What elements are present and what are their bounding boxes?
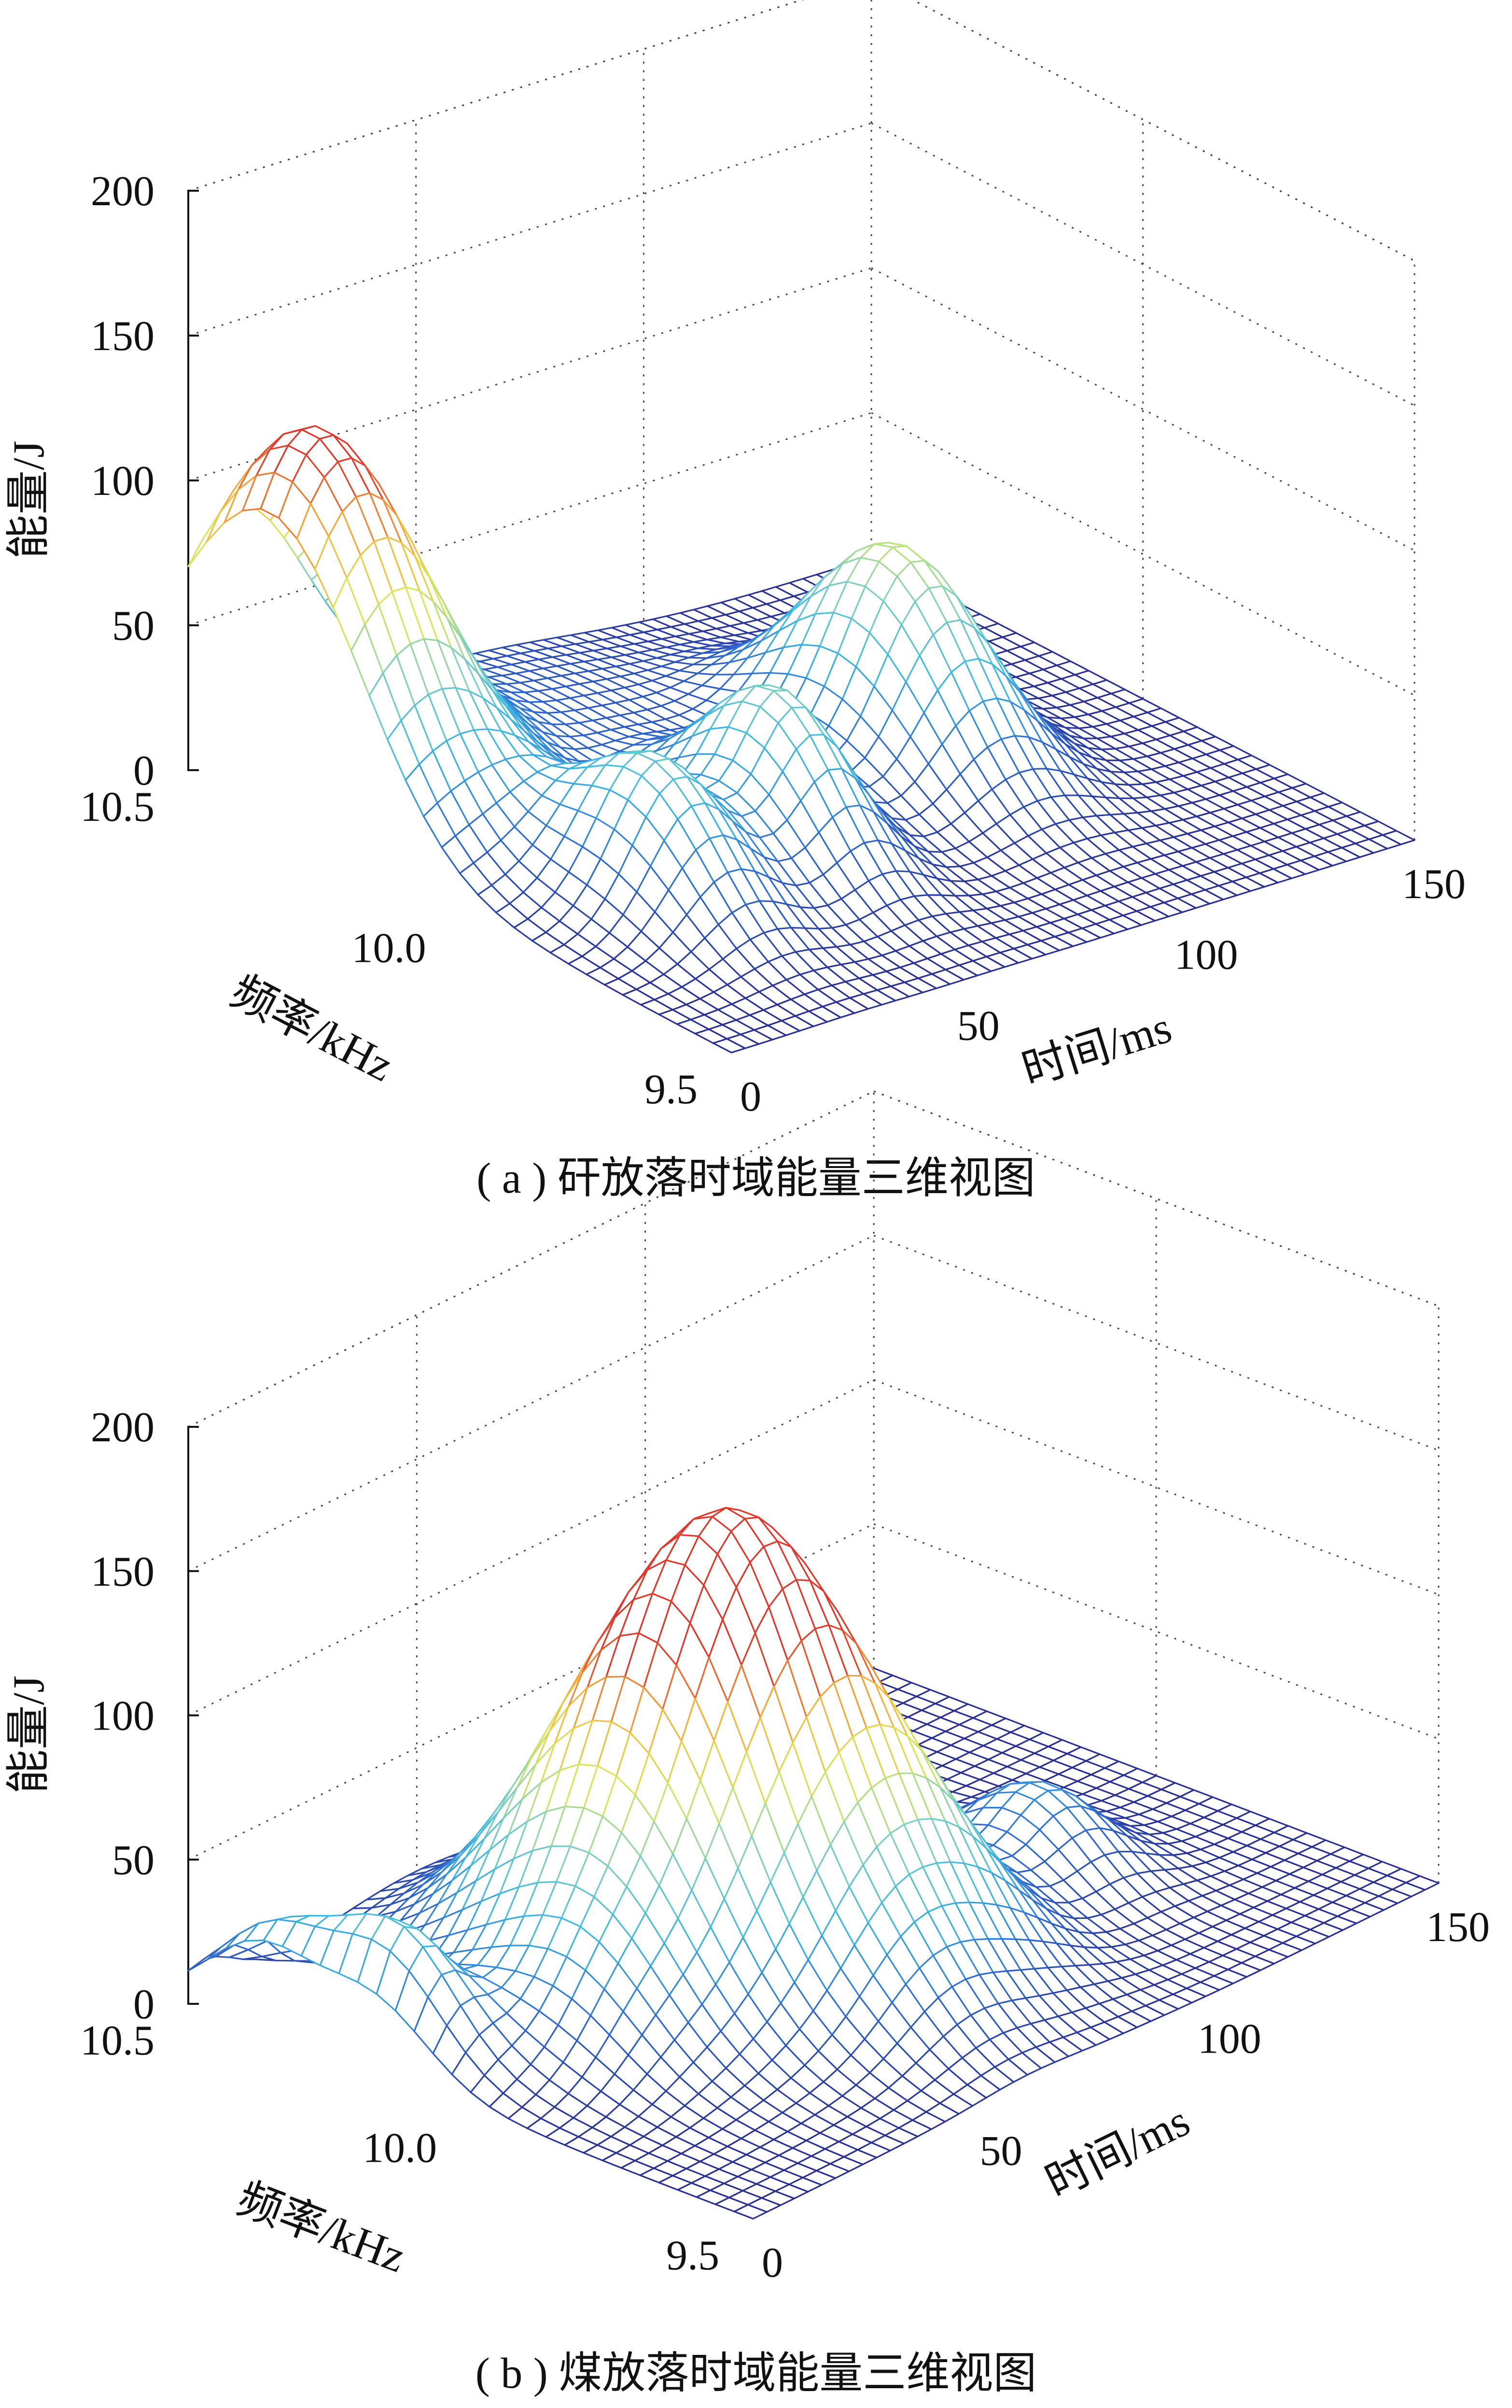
top-edge-back — [188, 1090, 874, 1428]
z-tick-label-1: 50 — [112, 1837, 154, 1884]
chart-panel-b: 0 50 100 150 200 能量/J 0 50 100 150 9.5 10.0 10.5 时间/m… — [4, 1090, 1490, 2397]
figure-caption: ( a ) 矸放落时域能量三维视图 — [476, 1155, 1035, 1202]
z-tick-label-4: 200 — [91, 168, 154, 215]
figure-caption: ( b ) 煤放落时域能量三维视图 — [476, 2350, 1036, 2397]
y-tick-label-2: 10.5 — [80, 2017, 154, 2064]
x-tick-label-1: 50 — [957, 1002, 1000, 1049]
back-grid-line-z3 — [188, 122, 872, 337]
z-tick-label-2: 100 — [91, 458, 154, 505]
z-axis-title: 能量/J — [4, 1676, 53, 1794]
surface-cell — [733, 2204, 768, 2220]
surface-mesh — [187, 1507, 1440, 2220]
x-tick-label-3: 150 — [1402, 861, 1466, 908]
x-tick-label-1: 50 — [980, 2127, 1022, 2174]
surface-mesh — [187, 425, 1415, 1054]
right-grid-line-z2 — [871, 267, 1415, 551]
back-grid-line-z2 — [188, 1379, 874, 1716]
x-tick-label-3: 150 — [1426, 1904, 1490, 1951]
z-tick-label-1: 50 — [112, 603, 154, 649]
y-tick-label-0: 9.5 — [644, 1066, 698, 1113]
top-edge-right — [911, 0, 1415, 262]
z-axis-title: 能量/J — [4, 440, 53, 559]
y-axis-title: 频率/kHz — [223, 966, 401, 1091]
y-axis-title: 频率/kHz — [231, 2173, 412, 2281]
x-axis-title: 时间/ms — [1038, 2096, 1197, 2207]
x-tick-label-2: 100 — [1198, 2016, 1261, 2063]
back-grid-line-z1 — [188, 412, 872, 626]
top-edge-back — [188, 0, 804, 192]
z-tick-label-0: 0 — [133, 1981, 154, 2028]
surface-cell — [187, 511, 221, 567]
right-grid-line-z4 — [911, 0, 1415, 262]
y-tick-label-2: 10.5 — [80, 784, 154, 831]
z-tick-label-3: 150 — [91, 1549, 154, 1595]
back-grid-line-z4 — [188, 0, 804, 192]
x-tick-label-0: 0 — [740, 1073, 761, 1120]
y-tick-label-1: 10.0 — [352, 925, 426, 972]
z-tick-label-3: 150 — [91, 313, 154, 360]
y-tick-label-1: 10.0 — [363, 2125, 437, 2172]
z-tick-label-2: 100 — [91, 1693, 154, 1740]
x-tick-label-2: 100 — [1174, 932, 1238, 979]
x-axis-title: 时间/ms — [1016, 1002, 1177, 1095]
chart-panel-a: 0 50 100 150 200 能量/J 0 50 100 150 9.5 10.0 10.5 时间/m… — [4, 0, 1466, 1202]
back-grid-line-z3 — [188, 1235, 874, 1572]
back-grid-line-z2 — [188, 267, 872, 481]
y-tick-label-0: 9.5 — [666, 2232, 719, 2279]
z-tick-label-0: 0 — [133, 747, 154, 794]
surface-cell — [712, 1038, 746, 1054]
x-tick-label-0: 0 — [762, 2239, 783, 2286]
z-tick-label-4: 200 — [91, 1404, 154, 1451]
